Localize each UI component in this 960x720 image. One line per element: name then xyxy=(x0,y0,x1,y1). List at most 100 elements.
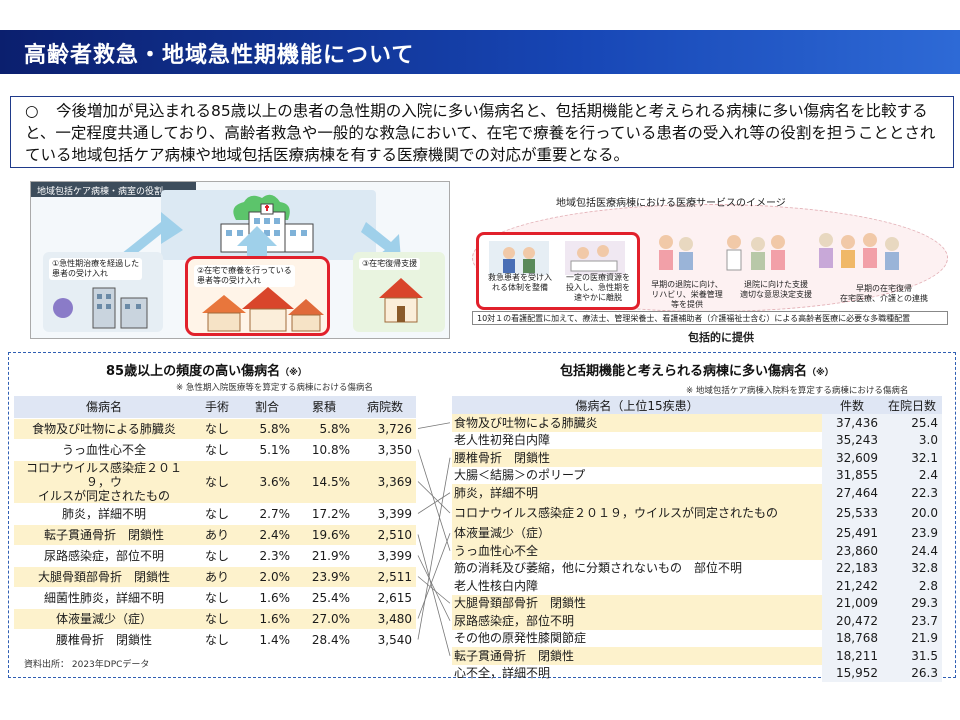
cumulative-cell: 17.2% xyxy=(294,503,354,525)
disease-cell: 腰椎骨折 閉鎖性 xyxy=(14,629,194,651)
table-row: うっ血性心不全 なし 5.1% 10.8% 3,350 xyxy=(14,439,416,461)
summary-bullet: ○ xyxy=(25,102,39,120)
hospitals-cell: 3,480 xyxy=(354,608,416,630)
hospitals-cell: 2,615 xyxy=(354,587,416,609)
disease-cell: うっ血性心不全 xyxy=(14,439,194,461)
disease-cell: 大腿骨頚部骨折 閉鎖性 xyxy=(452,594,822,612)
cumulative-cell: 5.8% xyxy=(294,418,354,440)
days-cell: 3.0 xyxy=(882,431,942,449)
count-cell: 21,242 xyxy=(822,577,882,595)
count-cell: 21,009 xyxy=(822,594,882,612)
ratio-cell: 2.3% xyxy=(240,545,294,567)
ratio-cell: 2.7% xyxy=(240,503,294,525)
col-days: 在院日数 xyxy=(882,396,942,414)
count-cell: 37,436 xyxy=(822,414,882,432)
ratio-cell: 3.6% xyxy=(240,460,294,504)
table-row: 腰椎骨折 閉鎖性 なし 1.4% 28.4% 3,540 xyxy=(14,629,416,651)
col-hospitals: 病院数 xyxy=(354,396,416,419)
count-cell: 32,609 xyxy=(822,449,882,467)
count-cell: 18,211 xyxy=(822,647,882,665)
hospitals-cell: 3,726 xyxy=(354,418,416,440)
surgery-cell: なし xyxy=(194,418,240,440)
caption-emergency-intake: 救急患者を受け入 れる体制を整備 xyxy=(488,273,552,292)
table-row: その他の原発性膝関節症 18,768 21.9 xyxy=(452,629,942,647)
title-bar: 高齢者救急・地域急性期機能について xyxy=(0,30,960,74)
table-row: 心不全，詳細不明 15,952 26.3 xyxy=(452,664,942,682)
disease-cell: 腰椎骨折 閉鎖性 xyxy=(452,449,822,467)
summary-box: ○ 今後増加が見込まれる85歳以上の患者の急性期の入院に多い傷病名と、包括期機能… xyxy=(10,96,954,168)
count-cell: 18,768 xyxy=(822,629,882,647)
house-icon xyxy=(379,278,423,323)
emergency-staff-icon xyxy=(489,241,625,275)
hospitals-cell: 3,350 xyxy=(354,439,416,461)
caption-home-return: 早期の在宅復帰 在宅医療、介護との連携 xyxy=(840,284,928,303)
ratio-cell: 5.8% xyxy=(240,418,294,440)
col-cumulative: 累積 xyxy=(294,396,354,419)
count-cell: 20,472 xyxy=(822,612,882,630)
right-table-note: ※ 地域包括ケア病棟入院料を算定する病棟における傷病名 xyxy=(686,386,909,396)
ratio-cell: 1.6% xyxy=(240,608,294,630)
days-cell: 2.4 xyxy=(882,466,942,484)
count-cell: 31,855 xyxy=(822,466,882,484)
table-row: コロナウイルス感染症２０１９，ウ イルスが同定されたもの なし 3.6% 14.5% 3… xyxy=(14,460,416,504)
left-table: 傷病名 手術 割合 累積 病院数 食物及び吐物による肺臓炎 なし 5.8% 5.8% 3… xyxy=(14,396,416,651)
caption-discharge-support: 退院に向けた支援 適切な意思決定支援 xyxy=(740,280,812,299)
comprehensive-ward-header: 地域包括医療病棟における医療サービスのイメージ xyxy=(556,198,786,209)
left-table-title: 85歳以上の頻度の高い傷病名（※） xyxy=(106,364,307,379)
comprehensive-ward-diagram: 地域包括医療病棟における医療サービスのイメージ 救急患者を受け入 れる体制を整備… xyxy=(466,184,956,344)
cumulative-cell: 28.4% xyxy=(294,629,354,651)
disease-cell: 体液量減少（症） xyxy=(452,524,822,542)
home-return-label: ③在宅復帰支援 xyxy=(359,258,421,270)
days-cell: 31.5 xyxy=(882,647,942,665)
table-row: 肺炎，詳細不明 27,464 22.3 xyxy=(452,484,942,502)
surgery-cell: あり xyxy=(194,524,240,546)
table-row: 体液量減少（症） 25,491 23.9 xyxy=(452,524,942,542)
surgery-cell: なし xyxy=(194,545,240,567)
acute-care-box: ①急性期治療を経過した 患者の受け入れ xyxy=(43,252,163,332)
disease-cell: 尿路感染症，部位不明 xyxy=(14,545,194,567)
disease-cell: 肺炎，詳細不明 xyxy=(14,503,194,525)
table-row: 肺炎，詳細不明 なし 2.7% 17.2% 3,399 xyxy=(14,503,416,525)
inclusive-label: 包括的に提供 xyxy=(688,331,754,344)
table-row: 細菌性肺炎，詳細不明 なし 1.6% 25.4% 2,615 xyxy=(14,587,416,609)
table-row: 転子貫通骨折 閉鎖性 18,211 31.5 xyxy=(452,647,942,665)
surgery-cell: なし xyxy=(194,460,240,504)
care-ward-role-diagram: 地域包括ケア病棟・病室の役割 ①急性期治療を経過した 患者の受け入れ ②在宅で療… xyxy=(30,181,450,339)
disease-cell: 心不全，詳細不明 xyxy=(454,666,551,681)
table-row: 大腿骨頚部骨折 閉鎖性 あり 2.0% 23.9% 2,511 xyxy=(14,566,416,588)
comparison-panel xyxy=(8,352,956,678)
staffing-strip: 10対１の看護配置に加えて、療法士、管理栄養士、看護補助者（介護福祉士含む）によ… xyxy=(472,311,948,325)
col-count: 件数 xyxy=(822,396,882,414)
surgery-cell: なし xyxy=(194,439,240,461)
days-cell: 29.3 xyxy=(882,594,942,612)
hospitals-cell: 2,510 xyxy=(354,524,416,546)
disease-cell: 老人性初発白内障 xyxy=(454,433,551,448)
table-row: 食物及び吐物による肺臓炎 なし 5.8% 5.8% 3,726 xyxy=(14,418,416,440)
table-row: 尿路感染症，部位不明 なし 2.3% 21.9% 3,399 xyxy=(14,545,416,567)
disease-cell: うっ血性心不全 xyxy=(452,542,822,560)
days-cell: 2.8 xyxy=(882,577,942,595)
table-row: 筋の消耗及び萎縮，他に分類されないもの 部位不明 22,183 32.8 xyxy=(452,559,942,577)
hospitals-cell: 3,540 xyxy=(354,629,416,651)
count-cell: 27,464 xyxy=(822,484,882,502)
cumulative-cell: 21.9% xyxy=(294,545,354,567)
left-table-note: ※ 急性期入院医療等を算定する病棟における傷病名 xyxy=(176,383,373,393)
page-title: 高齢者救急・地域急性期機能について xyxy=(24,43,415,68)
col-ratio: 割合 xyxy=(240,396,294,419)
summary-text: 今後増加が見込まれる85歳以上の患者の急性期の入院に多い傷病名と、包括期機能と考… xyxy=(25,102,936,164)
disease-cell: 大腸＜結腸＞のポリープ xyxy=(454,468,586,483)
days-cell: 22.3 xyxy=(882,484,942,502)
home-care-box: ②在宅で療養を行っている 患者等の受け入れ xyxy=(185,256,330,336)
days-cell: 32.8 xyxy=(882,559,942,577)
disease-cell: その他の原発性膝関節症 xyxy=(454,631,587,646)
buildings-icon xyxy=(53,287,148,329)
table-row: 腰椎骨折 閉鎖性 32,609 32.1 xyxy=(452,449,942,467)
disease-cell: 細菌性肺炎，詳細不明 xyxy=(14,587,194,609)
disease-cell: 老人性核白内障 xyxy=(454,578,539,593)
count-cell: 25,533 xyxy=(822,501,882,525)
surgery-cell: なし xyxy=(194,503,240,525)
right-table-title: 包括期機能と考えられる病棟に多い傷病名（※） xyxy=(560,364,834,379)
emergency-frame: 救急患者を受け入 れる体制を整備 一定の医療資源を 投入し、急性期を 速やかに離… xyxy=(476,232,640,310)
cumulative-cell: 10.8% xyxy=(294,439,354,461)
caption-resource-input: 一定の医療資源を 投入し、急性期を 速やかに離脱 xyxy=(566,273,630,302)
